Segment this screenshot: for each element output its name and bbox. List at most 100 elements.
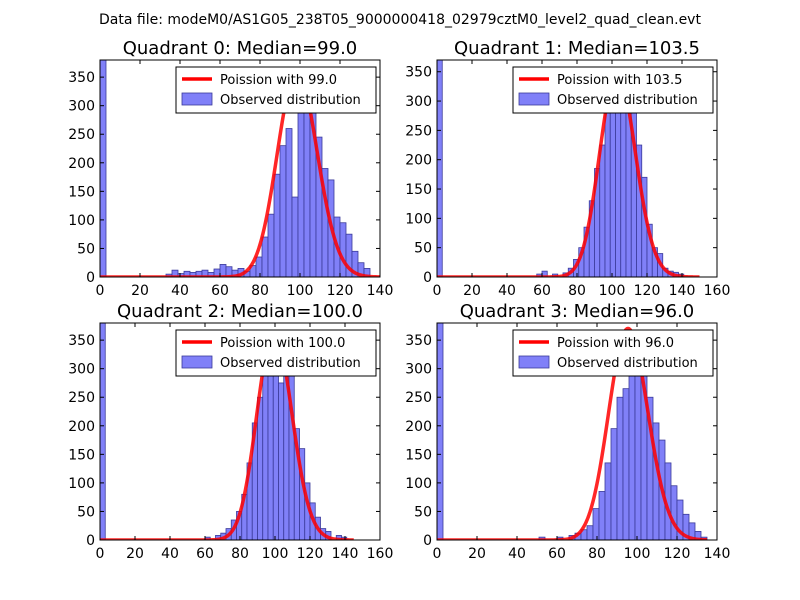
- x-tick-label: 160: [704, 283, 731, 299]
- legend-bar-label: Observed distribution: [557, 356, 698, 371]
- legend-bar-label: Observed distribution: [557, 93, 698, 108]
- x-tick-label: 80: [251, 283, 269, 299]
- y-tick-label: 200: [405, 419, 432, 435]
- histogram-bar: [437, 60, 443, 277]
- quadrant-2-panel: 0 20 40 60 80 100 120 140 160 0 50 100 150 200 250 300 3…: [68, 301, 393, 562]
- y-tick-label: 250: [405, 390, 432, 406]
- histogram-bar: [634, 365, 642, 540]
- x-tick-label: 20: [126, 546, 144, 562]
- y-tick-label: 200: [405, 153, 432, 169]
- x-tick-label: 120: [634, 283, 661, 299]
- y-tick-label: 200: [68, 419, 95, 435]
- histogram-bar: [273, 173, 281, 277]
- quadrant-3-panel: 0 20 40 60 80 100 120 140 0 50 100 150 200 250 300 350 Q…: [405, 301, 730, 562]
- histogram-bar: [261, 236, 269, 277]
- y-tick-label: 350: [405, 333, 432, 349]
- x-tick-label: 140: [367, 283, 394, 299]
- x-tick-label: 120: [664, 546, 691, 562]
- x-tick-label: 0: [433, 546, 442, 562]
- y-tick-label: 300: [405, 362, 432, 378]
- y-tick-label: 0: [86, 533, 95, 549]
- y-tick-label: 250: [68, 390, 95, 406]
- x-tick-label: 140: [669, 283, 696, 299]
- x-tick-label: 20: [463, 283, 481, 299]
- x-tick-label: 20: [468, 546, 486, 562]
- y-tick-label: 150: [405, 182, 432, 198]
- histogram-bar: [592, 508, 600, 540]
- x-tick-label: 40: [498, 283, 516, 299]
- x-tick-label: 80: [568, 283, 586, 299]
- poisson-curve: [100, 329, 355, 540]
- y-tick-label: 200: [68, 156, 95, 172]
- axes-frame: [99, 59, 381, 278]
- legend-curve-label: Poission with 103.5: [557, 73, 682, 88]
- x-tick-label: 0: [433, 283, 442, 299]
- poisson-curve: [437, 69, 701, 277]
- y-tick-label: 250: [405, 123, 432, 139]
- panel-title: Quadrant 3: Median=96.0: [460, 301, 695, 322]
- y-tick-label: 250: [68, 127, 95, 143]
- histogram-bar: [586, 525, 594, 540]
- legend-bar-label: Observed distribution: [220, 356, 361, 371]
- histogram-bar: [609, 88, 616, 277]
- legend-bar-swatch: [518, 355, 550, 369]
- y-tick-label: 0: [86, 270, 95, 286]
- legend: Poission with 96.0 Observed distribution: [512, 329, 714, 377]
- histogram-bar: [267, 213, 275, 277]
- x-tick-label: 140: [704, 546, 731, 562]
- y-tick-label: 300: [405, 94, 432, 110]
- x-tick-label: 100: [624, 546, 651, 562]
- histogram-bar: [285, 128, 293, 277]
- histogram-bar: [339, 222, 347, 277]
- panel-title: Quadrant 1: Median=103.5: [454, 38, 700, 59]
- legend-curve-label: Poission with 99.0: [220, 73, 337, 88]
- histogram-bar: [291, 196, 299, 277]
- y-tick-label: 150: [405, 447, 432, 463]
- x-tick-label: 120: [297, 546, 324, 562]
- histogram-bar: [616, 396, 624, 540]
- legend-bar-swatch: [518, 92, 550, 106]
- histogram-bar: [262, 373, 269, 540]
- poisson-curve: [100, 69, 380, 277]
- x-tick-label: 60: [196, 546, 214, 562]
- x-tick-label: 60: [211, 283, 229, 299]
- histogram-bar: [598, 491, 606, 540]
- figure-suptitle: Data file: modeM0/AS1G05_238T05_90000004…: [99, 12, 701, 28]
- x-tick-label: 0: [96, 283, 105, 299]
- y-tick-label: 50: [77, 504, 95, 520]
- quadrant-0-panel: 0 20 40 60 80 100 120 140 0 50 100 150 200 250 300 350 Q…: [68, 38, 393, 299]
- histogram-bar: [437, 323, 444, 540]
- histogram-bar: [622, 388, 630, 540]
- x-tick-label: 100: [287, 283, 314, 299]
- histogram-bar: [604, 100, 611, 277]
- legend: Poission with 100.0 Observed distribution: [175, 329, 377, 377]
- x-tick-label: 60: [533, 283, 551, 299]
- x-tick-label: 60: [548, 546, 566, 562]
- y-tick-label: 100: [68, 476, 95, 492]
- histogram-bar: [610, 428, 618, 540]
- legend-curve-label: Poission with 100.0: [220, 336, 345, 351]
- x-tick-label: 80: [588, 546, 606, 562]
- y-tick-label: 50: [414, 504, 432, 520]
- axes-frame: [436, 322, 718, 541]
- y-tick-label: 350: [68, 333, 95, 349]
- legend-bar-label: Observed distribution: [220, 93, 361, 108]
- y-tick-label: 150: [68, 184, 95, 200]
- legend: Poission with 99.0 Observed distribution: [175, 66, 377, 114]
- legend-curve-label: Poission with 96.0: [557, 336, 674, 351]
- y-tick-label: 0: [423, 533, 432, 549]
- y-tick-label: 300: [68, 99, 95, 115]
- y-tick-label: 350: [68, 70, 95, 86]
- histogram-bar: [279, 145, 287, 277]
- x-tick-label: 100: [262, 546, 289, 562]
- histogram-bar: [255, 256, 263, 277]
- quadrant-0-plot-area: [100, 60, 380, 277]
- x-tick-label: 100: [599, 283, 626, 299]
- legend-bar-swatch: [181, 92, 213, 106]
- histogram-bar: [620, 91, 627, 277]
- y-tick-label: 300: [68, 362, 95, 378]
- x-tick-label: 40: [161, 546, 179, 562]
- y-tick-label: 150: [68, 447, 95, 463]
- x-tick-label: 0: [96, 546, 105, 562]
- histogram-bar: [670, 485, 678, 540]
